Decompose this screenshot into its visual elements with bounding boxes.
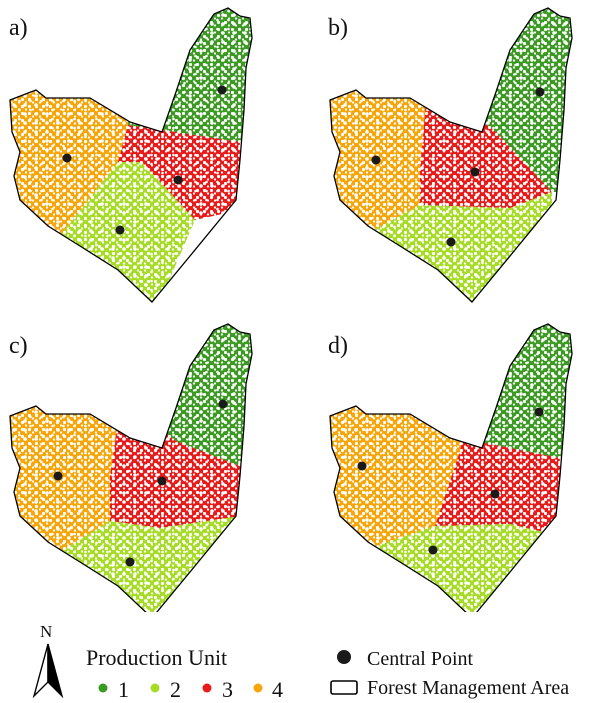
central-point-unit-4 <box>371 155 381 165</box>
central-point-unit-3 <box>470 167 480 177</box>
swatch-unit-3 <box>202 683 212 693</box>
central-point-unit-4 <box>53 471 63 481</box>
map-panel-c <box>9 323 253 612</box>
central-point-unit-2 <box>428 545 438 555</box>
swatch-unit-1 <box>98 683 108 693</box>
north-arrow-icon <box>32 643 64 698</box>
central-point-unit-1 <box>534 407 544 417</box>
swatch-unit-4 <box>253 683 263 693</box>
map-panel-a <box>9 7 253 303</box>
forest-area-icon <box>330 680 358 695</box>
maps-figure <box>9 7 573 612</box>
swatch-unit-2 <box>150 683 160 693</box>
panel-label-b: b) <box>328 15 348 41</box>
panel-label-c: c) <box>9 333 28 359</box>
panel-label-a: a) <box>9 15 28 41</box>
unit-3-label: 3 <box>222 677 233 702</box>
central-point-unit-1 <box>217 85 227 95</box>
central-point-unit-2 <box>115 225 125 235</box>
map-panel-d <box>329 323 573 612</box>
central-point-label: Central Point <box>367 648 474 670</box>
central-point-unit-1 <box>535 87 545 97</box>
central-point-unit-1 <box>218 399 228 409</box>
central-point-unit-2 <box>446 237 456 247</box>
unit-4-label: 4 <box>272 677 283 702</box>
map-panel-b <box>329 7 573 303</box>
central-point-icon <box>337 650 351 664</box>
forest-area-label: Forest Management Area <box>367 677 570 699</box>
central-point-unit-3 <box>173 175 183 185</box>
central-point-unit-4 <box>62 153 72 163</box>
central-point-unit-3 <box>490 489 500 499</box>
production-unit-title: Production Unit <box>86 645 228 670</box>
unit-2-label: 2 <box>170 677 181 702</box>
unit-1-label: 1 <box>118 677 129 702</box>
central-point-unit-3 <box>157 476 167 486</box>
central-point-unit-2 <box>125 557 135 567</box>
production-unit-swatches <box>98 683 263 693</box>
north-label: N <box>40 622 53 641</box>
panel-label-d: d) <box>328 333 348 359</box>
central-point-unit-4 <box>357 461 367 471</box>
